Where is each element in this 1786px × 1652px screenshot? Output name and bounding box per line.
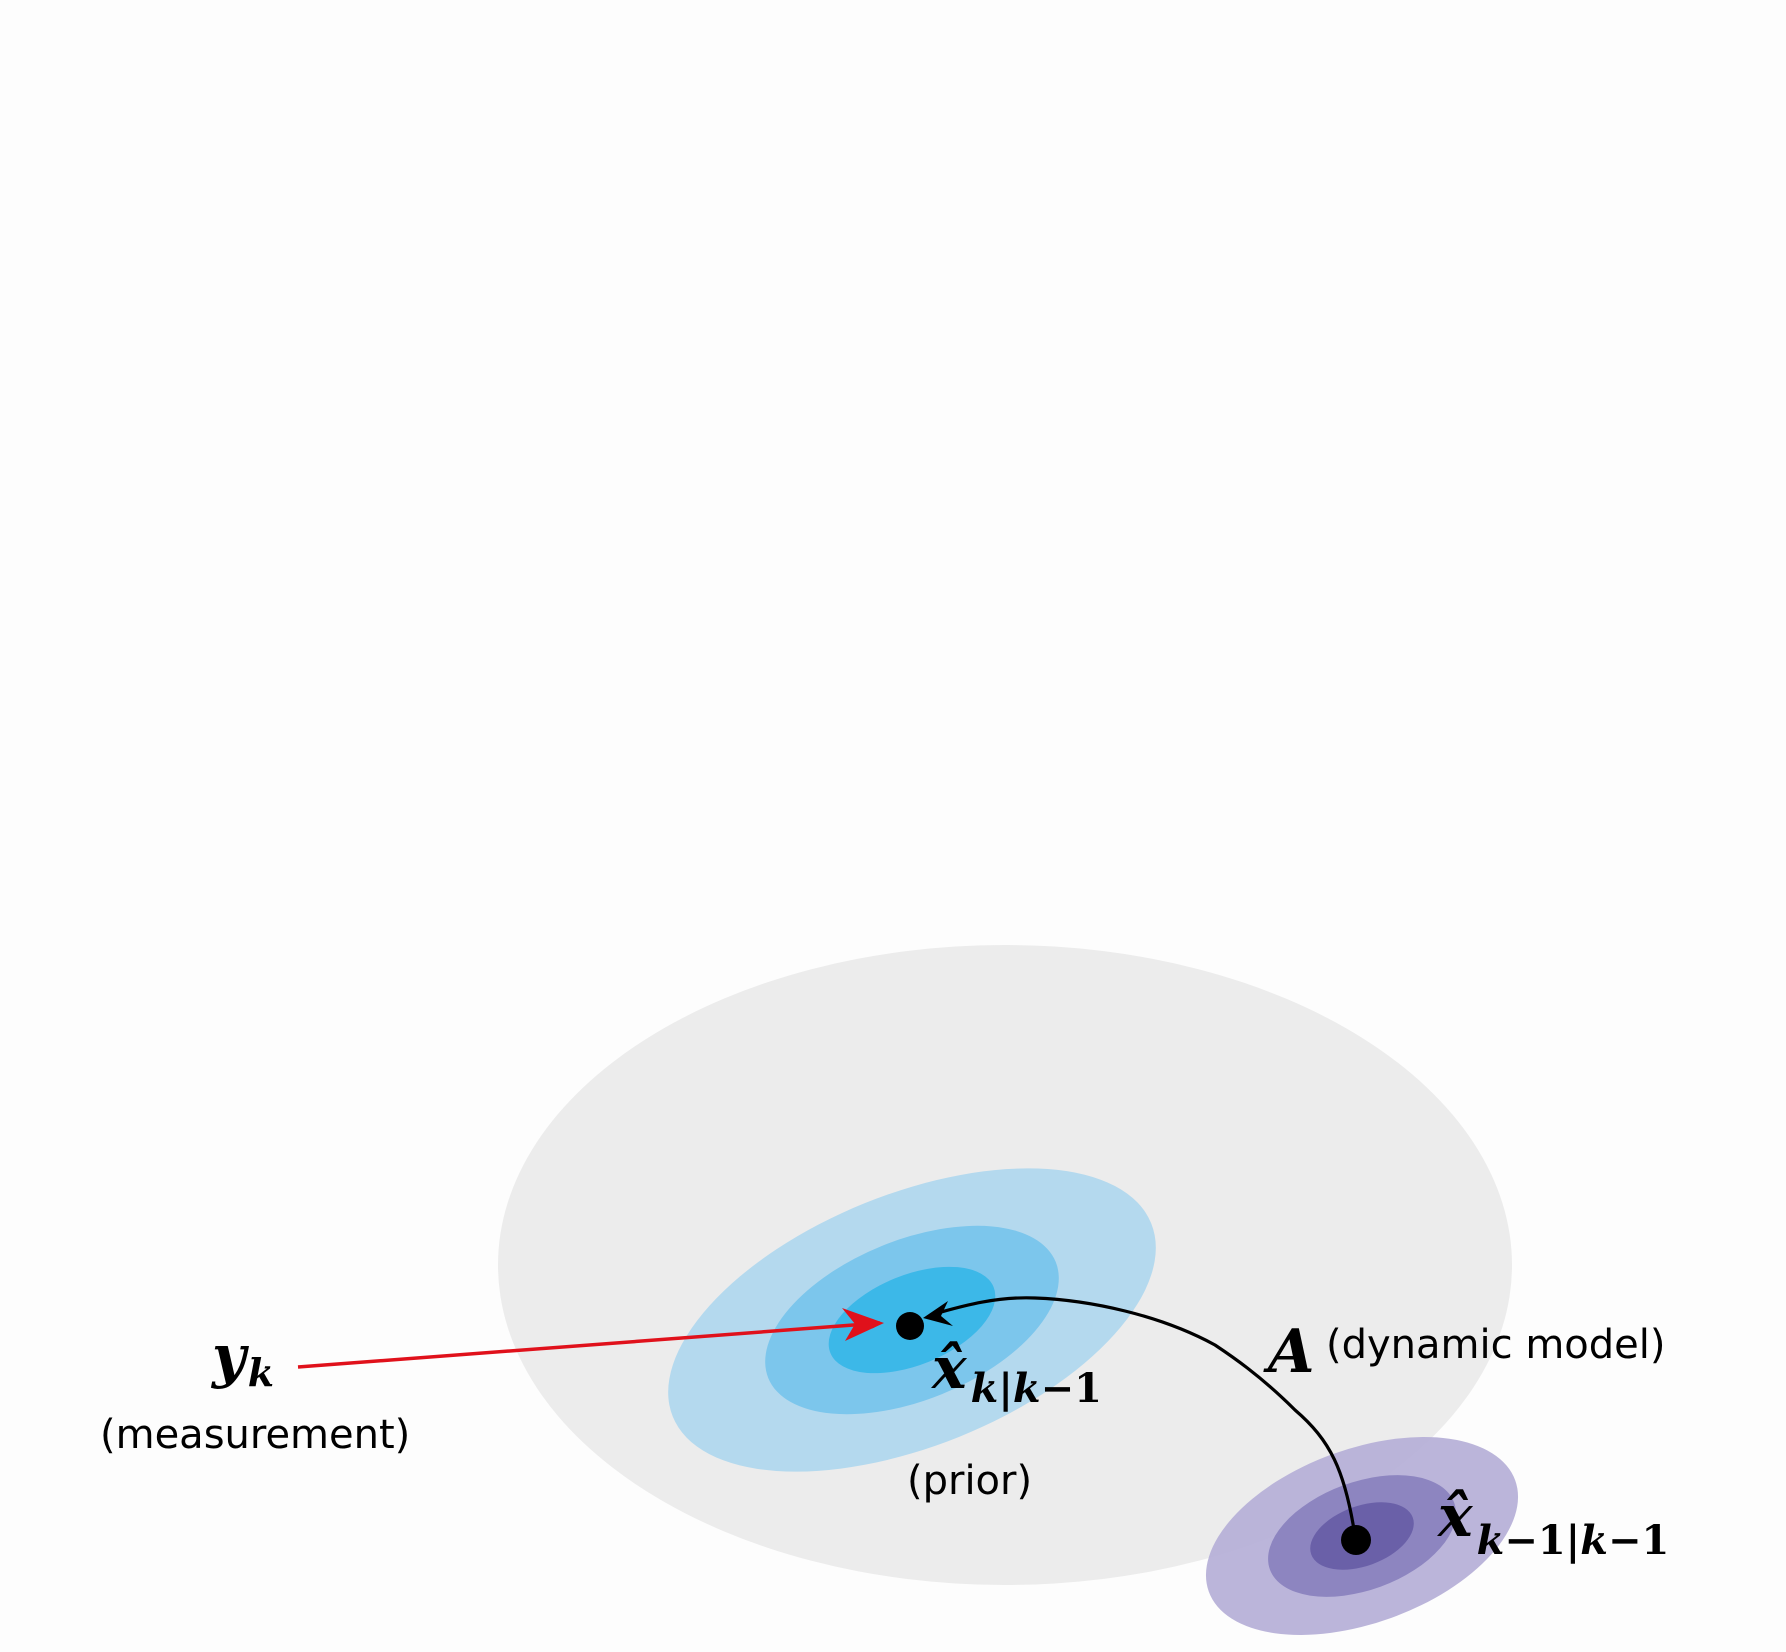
previous-subscript-mid: −1| <box>1504 1517 1580 1564</box>
previous-subscript-k: k <box>1477 1517 1505 1564</box>
previous-label: x̂ k−1|k−1 <box>1436 1482 1669 1564</box>
prior-caption: (prior) <box>907 1458 1032 1504</box>
model-symbol: A <box>1263 1317 1315 1387</box>
measurement-arrow <box>297 1318 882 1369</box>
measurement-caption: (measurement) <box>100 1412 410 1458</box>
previous-subscript-k2: k <box>1580 1517 1608 1564</box>
previous-mean-point <box>1341 1525 1371 1555</box>
prior-subscript-separator: | <box>998 1365 1013 1412</box>
dynamic-model-arrow <box>929 1296 1357 1537</box>
prior-subscript-k: k <box>971 1365 999 1412</box>
prior-subscript-k2: k <box>1013 1365 1041 1412</box>
dynamic-model-arrowhead <box>923 1301 953 1326</box>
prior-label: x̂ k|k−1 <box>930 1334 1102 1412</box>
prior-mean-point <box>896 1312 924 1340</box>
measurement-label: yk <box>210 1322 274 1395</box>
model-caption: (dynamic model) <box>1326 1322 1665 1368</box>
prior-subscript-tail: −1 <box>1041 1365 1102 1412</box>
previous-symbol: x̂ <box>1436 1482 1474 1550</box>
previous-subscript-tail: −1 <box>1608 1517 1669 1564</box>
measurement-symbol: y <box>210 1322 250 1390</box>
prior-symbol: x̂ <box>930 1334 968 1402</box>
measurement-subscript: k <box>248 1350 274 1395</box>
measurement-arrowhead <box>842 1308 884 1341</box>
